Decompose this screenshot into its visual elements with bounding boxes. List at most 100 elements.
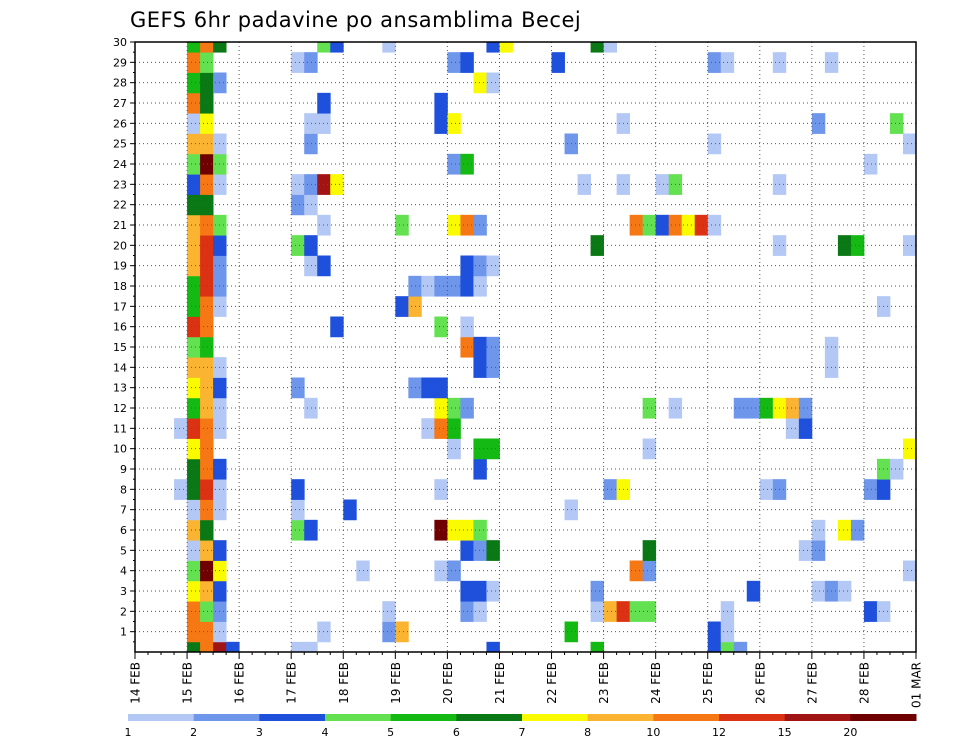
heatmap-cell [187, 113, 201, 134]
y-tick-label: 21 [113, 219, 127, 232]
heatmap-cell [291, 52, 305, 73]
x-tick-label: 18 FEB [337, 662, 351, 704]
y-tick-label: 18 [113, 280, 127, 293]
heatmap-cell [200, 296, 214, 317]
heatmap-cell [356, 560, 370, 582]
heatmap-cell [629, 560, 644, 582]
heatmap-cell [811, 580, 826, 602]
heatmap-cell [447, 275, 461, 297]
grid-lines [135, 42, 916, 652]
y-tick-label: 5 [120, 544, 127, 557]
heatmap-cell [447, 438, 461, 460]
heatmap-cell [798, 540, 813, 561]
heatmap-cell [733, 397, 748, 419]
heatmap-cell [681, 214, 696, 236]
heatmap-cell [863, 479, 878, 500]
legend-label: 3 [256, 726, 263, 739]
heatmap-cell [187, 133, 201, 155]
heatmap-cell [655, 174, 670, 195]
heatmap-cell [473, 438, 487, 460]
heatmap-cell [304, 52, 318, 73]
y-tick-label: 20 [113, 239, 127, 252]
heatmap-cell [187, 275, 201, 297]
heatmap-cell [486, 357, 500, 378]
y-tick-label: 24 [113, 158, 127, 171]
heatmap-cell [200, 52, 214, 73]
y-tick-label: 10 [113, 443, 127, 456]
y-tick-label: 11 [113, 422, 127, 435]
y-tick-label: 13 [113, 382, 127, 395]
heatmap-cell [889, 458, 904, 480]
heatmap-cell [200, 519, 214, 541]
legend-swatch [784, 714, 851, 721]
heatmap-cell [291, 519, 305, 541]
heatmap-cell [629, 214, 644, 236]
heatmap-cell [473, 72, 487, 94]
y-tick-label: 4 [120, 565, 127, 578]
heatmap-cell [187, 153, 201, 175]
legend-label: 20 [843, 726, 857, 739]
heatmap-cell [603, 601, 618, 622]
heatmap-cell [187, 72, 201, 94]
heatmap-cell [447, 397, 461, 419]
heatmap-cell [785, 418, 800, 439]
heatmap-cell [447, 214, 461, 236]
y-axis: 1234567891011121314151617181920212223242… [113, 36, 135, 643]
heatmap-cell [473, 357, 487, 378]
heatmap-cell [187, 296, 201, 317]
heatmap-cell [707, 621, 722, 643]
heatmap-cell [200, 113, 214, 134]
y-tick-label: 23 [113, 178, 127, 191]
y-tick-label: 9 [120, 463, 127, 476]
heatmap-cell [473, 214, 487, 236]
heatmap-cell [551, 52, 565, 73]
heatmap-cell [200, 580, 214, 602]
heatmap-cell [473, 601, 487, 622]
heatmap-cell [187, 418, 201, 439]
heatmap-cell [902, 133, 917, 155]
legend-label: 7 [519, 726, 526, 739]
heatmap-cell [187, 621, 201, 643]
heatmap-cell [200, 499, 214, 521]
heatmap-cell [200, 255, 214, 277]
heatmap-cell [473, 255, 487, 277]
y-tick-label: 27 [113, 97, 127, 110]
heatmap-cell [798, 397, 813, 419]
heatmap-cell [200, 72, 214, 94]
heatmap-cell [304, 519, 318, 541]
y-tick-label: 7 [120, 504, 127, 517]
legend-swatch [325, 714, 392, 721]
heatmap-cell [837, 580, 852, 602]
legend-swatch [522, 714, 589, 721]
heatmap-cell [759, 397, 774, 419]
heatmap-cell [200, 621, 214, 643]
heatmap-cell [174, 418, 188, 439]
heatmap-cell [200, 174, 214, 195]
y-tick-label: 16 [113, 321, 127, 334]
heatmap-cell [746, 580, 761, 602]
legend-label: 2 [190, 726, 197, 739]
heatmap-cell [187, 560, 201, 582]
heatmap-cell [707, 214, 722, 236]
heatmap-cell [590, 601, 604, 622]
heatmap-cell [200, 153, 214, 175]
legend-label: 1 [125, 726, 132, 739]
y-tick-label: 30 [113, 36, 127, 49]
x-tick-label: 22 FEB [545, 662, 559, 704]
heatmap-cell [187, 601, 201, 622]
y-tick-label: 22 [113, 199, 127, 212]
heatmap-cell [291, 235, 305, 256]
legend-label: 6 [453, 726, 460, 739]
heatmap-cell [434, 560, 448, 582]
heatmap-cell [642, 601, 657, 622]
heatmap-cell [837, 519, 852, 541]
heatmap-cell [200, 560, 214, 582]
heatmap-cell [187, 52, 201, 73]
heatmap-cell [200, 42, 214, 53]
heatmap-cell [330, 174, 344, 195]
y-tick-label: 26 [113, 117, 127, 130]
heatmap-cell [200, 479, 214, 500]
heatmap-cell [187, 519, 201, 541]
heatmap-cell [304, 194, 318, 216]
heatmap-cell [330, 42, 344, 53]
